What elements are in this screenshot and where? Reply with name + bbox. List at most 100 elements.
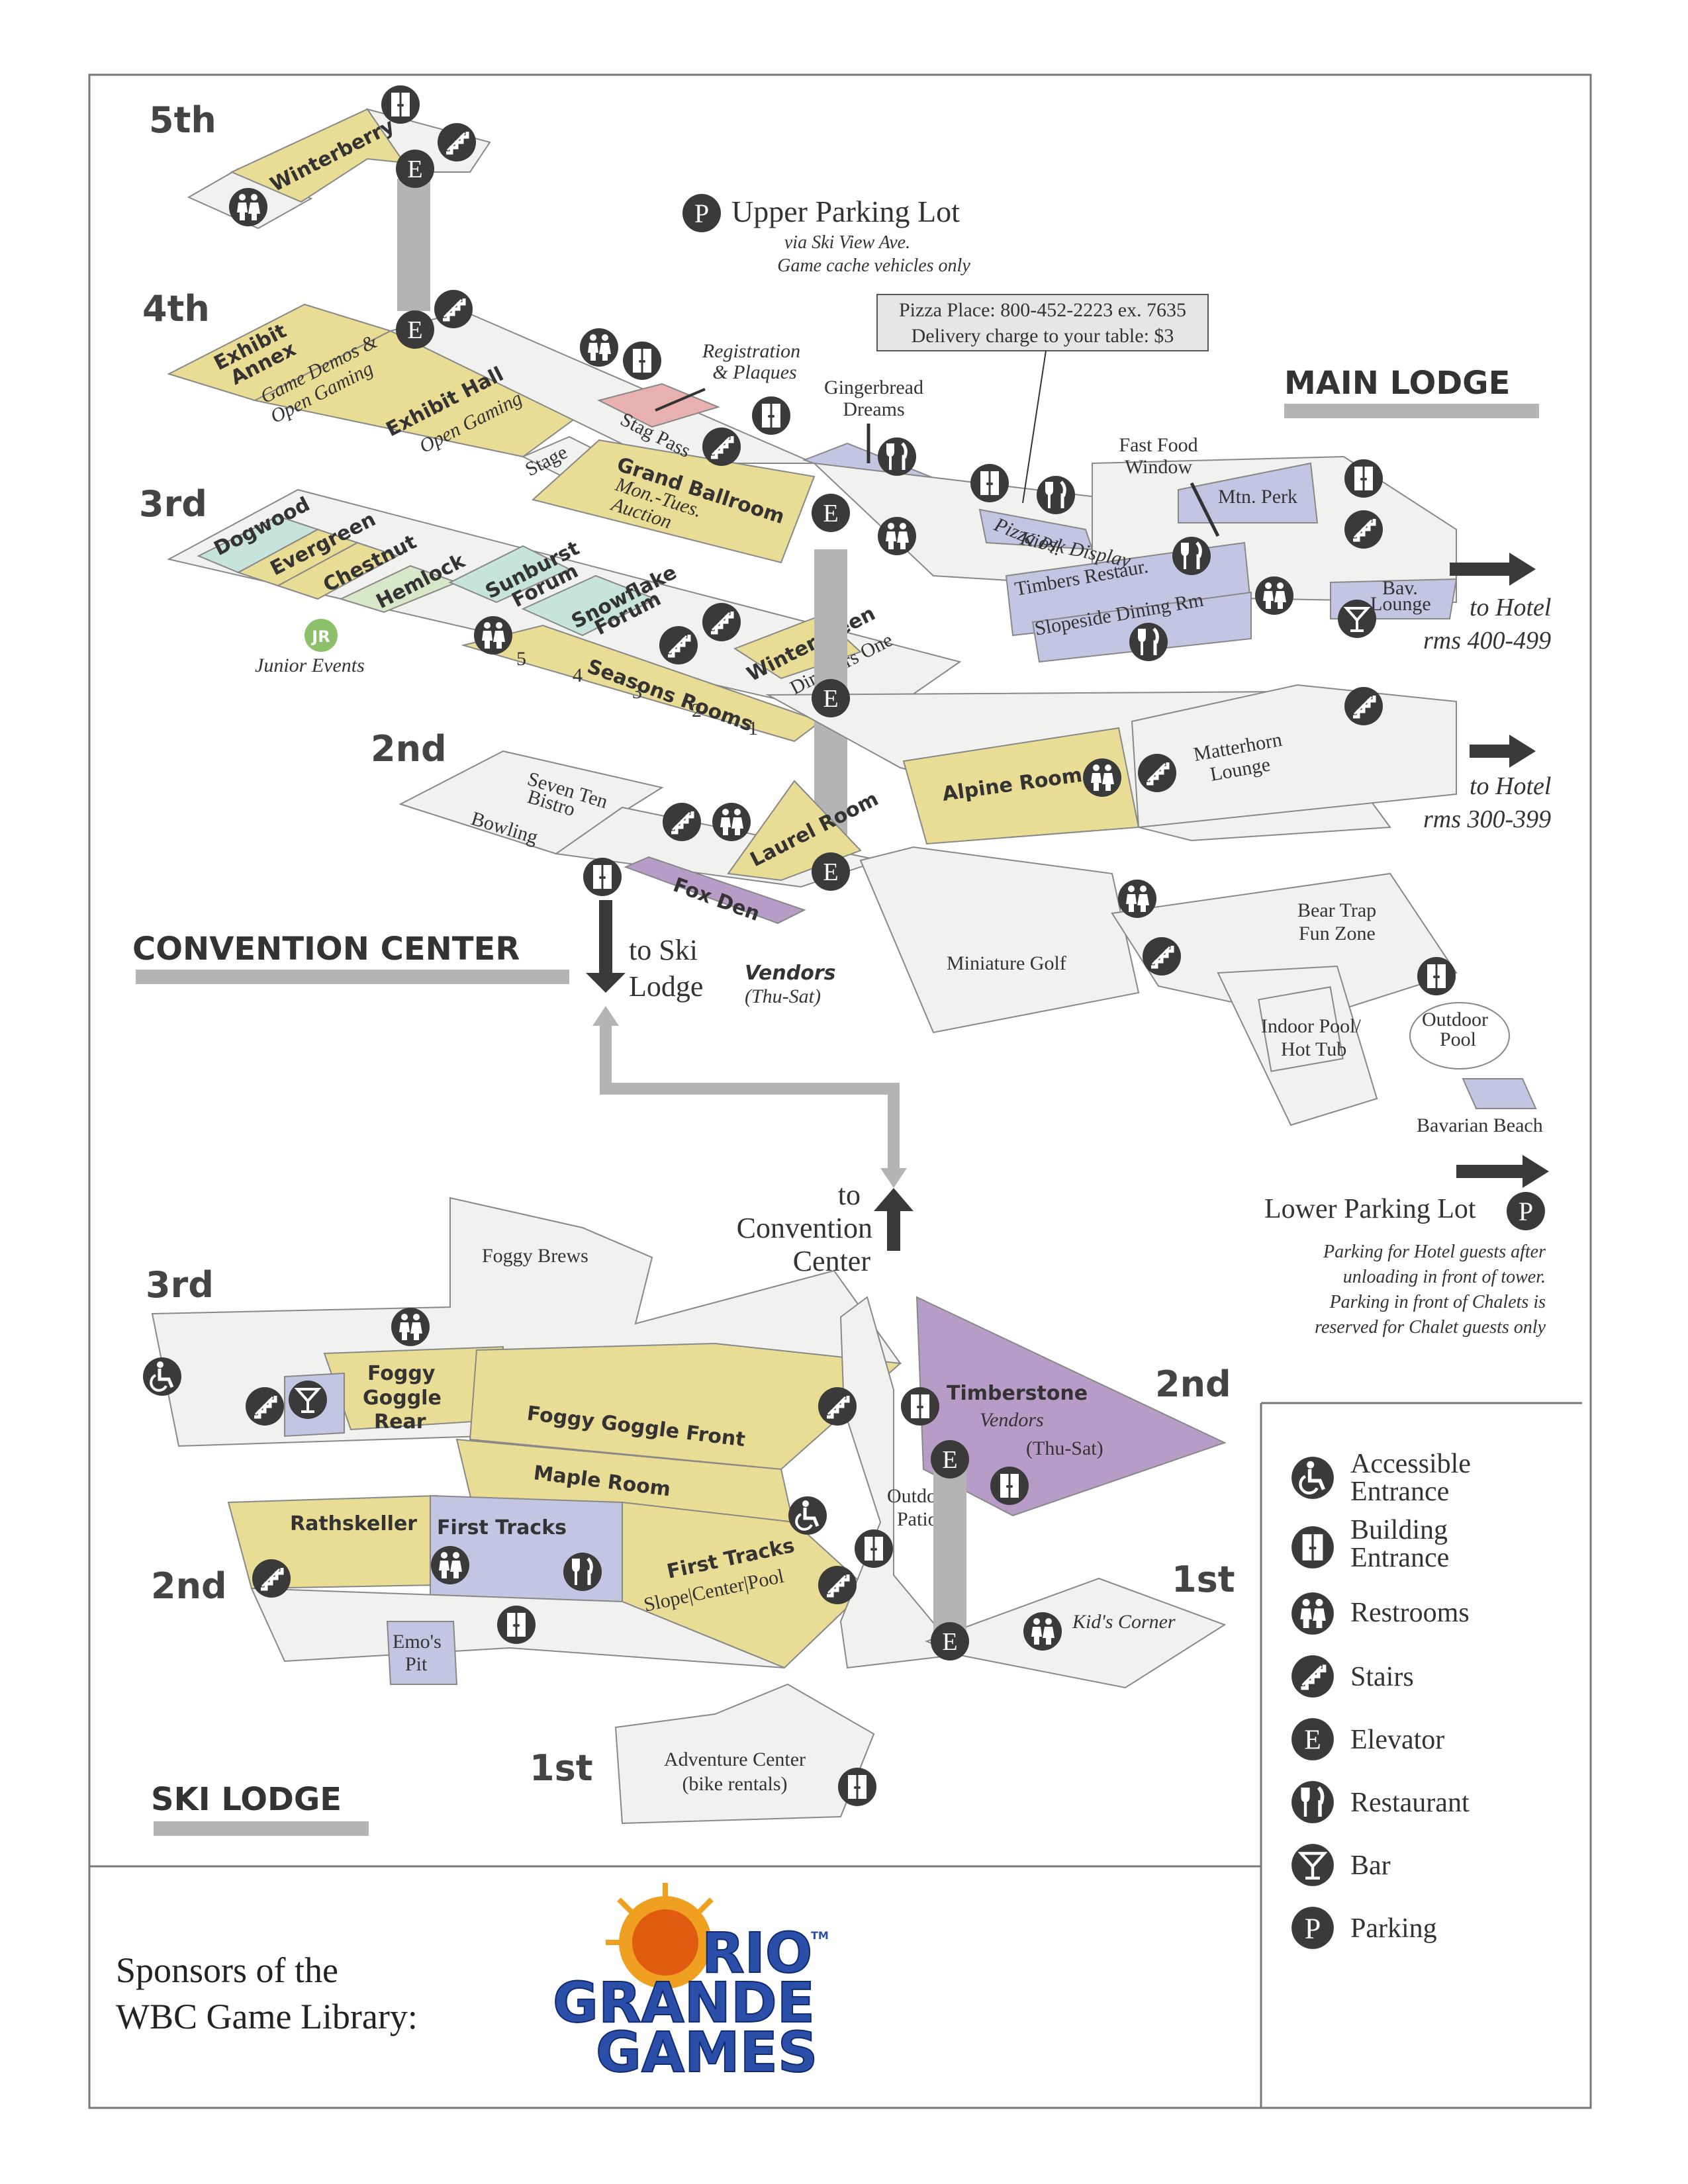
elevator-icon [396, 150, 434, 188]
restroom-icon [474, 616, 512, 655]
legend-elevator-icon [1291, 1718, 1334, 1760]
rio-grande-games-logo: RIO GRANDE GAMES TM [552, 1883, 829, 2085]
restroom-icon [1118, 880, 1156, 918]
elevator-icon [812, 852, 850, 891]
restaurant-icon [1129, 623, 1168, 661]
legend-label-2a: Building [1350, 1515, 1448, 1545]
stairs-icon [818, 1387, 857, 1426]
door-icon [583, 857, 622, 897]
upper-parking-title: Upper Parking Lot [731, 195, 960, 228]
sponsor-line1: Sponsors of the [116, 1950, 338, 1990]
lower-parking-note4: reserved for Chalet guests only [1315, 1317, 1546, 1338]
legend-building-entrance-icon [1291, 1525, 1335, 1569]
room-emos-pit-1: Emo's [393, 1631, 442, 1653]
section-convention-center: CONVENTION CENTER [132, 931, 520, 968]
legend-label-1b: Entrance [1350, 1477, 1449, 1507]
arrow-to-ski-lodge [586, 900, 626, 993]
stairs-icon [702, 428, 741, 466]
door-icon [990, 1466, 1029, 1506]
accessible-icon [143, 1357, 181, 1396]
legend-label-6: Restaurant [1350, 1788, 1470, 1818]
bar-icon [288, 1380, 328, 1420]
stairs-icon [659, 626, 698, 664]
label-registration-2: & Plaques [712, 361, 797, 383]
legend-label-8: Parking [1350, 1913, 1437, 1944]
label-timberstone-vendors: Vendors [980, 1409, 1044, 1431]
hotel-400-line2: rms 400-499 [1423, 627, 1551, 655]
door-icon [496, 1605, 536, 1645]
room-mtn-perk: Mtn. Perk [1218, 486, 1297, 508]
restroom-icon [431, 1546, 469, 1584]
room-indoor-pool-2: Hot Tub [1281, 1038, 1346, 1060]
upper-parking-icon [682, 194, 721, 232]
to-convention-line3: Center [793, 1245, 871, 1277]
legend-label-1a: Accessible [1350, 1449, 1471, 1479]
restroom-icon [580, 328, 618, 367]
logo-tm: TM [811, 1929, 829, 1942]
lower-parking-note2: unloading in front of tower. [1343, 1267, 1546, 1287]
label-registration-1: Registration [702, 340, 800, 362]
stairs-icon [1138, 754, 1176, 792]
restaurant-icon [1037, 476, 1075, 514]
room-indoor-pool-1: Indoor Pool/ [1261, 1015, 1362, 1037]
legend-label-3: Restrooms [1350, 1598, 1470, 1628]
legend-restaurant-icon [1291, 1781, 1334, 1823]
room-bear-trap-2: Fun Zone [1299, 923, 1376, 944]
room-bear-trap-1: Bear Trap [1297, 899, 1376, 921]
label-fast-food-2: Window [1125, 456, 1192, 478]
pizza-callout [876, 294, 1209, 351]
restroom-icon [1083, 758, 1121, 797]
seasons-room-3: 3 [632, 681, 642, 703]
door-icon [854, 1529, 894, 1569]
map-border [88, 73, 1592, 2109]
upper-parking-line2: Game cache vehicles only [777, 255, 970, 276]
lower-parking-note3: Parking in front of Chalets is [1329, 1292, 1546, 1312]
restroom-icon [712, 803, 751, 841]
floor-label-2nd-main: 2nd [371, 728, 447, 770]
room-emos-pit-2: Pit [405, 1653, 428, 1675]
room-outdoor-pool-1: Outdoor [1422, 1009, 1488, 1030]
restroom-icon [391, 1308, 430, 1346]
elevator-shaft-5-4 [397, 179, 430, 311]
legend-bar-icon [1291, 1844, 1334, 1886]
label-vendors-days: (Thu-Sat) [745, 985, 821, 1007]
accessible-icon [788, 1496, 827, 1535]
lower-parking-title: Lower Parking Lot [1264, 1194, 1476, 1224]
lower-parking-icon [1507, 1192, 1545, 1230]
room-outdoor-pool-2: Pool [1440, 1028, 1476, 1050]
room-bavarian-beach: Bavarian Beach [1417, 1115, 1543, 1136]
door-icon [751, 396, 791, 435]
elevator-icon [396, 310, 434, 349]
stairs-icon [663, 803, 701, 841]
arrow-to-convention [874, 1188, 914, 1251]
restroom-icon [878, 517, 916, 555]
door-icon [837, 1767, 877, 1807]
legend-restrooms-icon [1291, 1592, 1334, 1635]
floor-label-5th: 5th [149, 99, 216, 141]
floor-label-3rd-main: 3rd [139, 483, 207, 525]
room-foggy-goggle-rear-1: Foggy [367, 1362, 436, 1385]
arrow-lower-parking [1456, 1155, 1549, 1188]
stairs-icon [1344, 510, 1383, 549]
legend-parking-icon [1291, 1907, 1334, 1949]
arrow-hotel-300 [1470, 735, 1536, 768]
legend-label-2b: Entrance [1350, 1543, 1449, 1573]
floor-label-4th: 4th [142, 288, 210, 330]
bar-icon [1337, 599, 1377, 639]
restroom-icon [1023, 1612, 1062, 1651]
room-bav-lounge-1: Bav. [1382, 577, 1418, 599]
hotel-300-line2: rms 300-399 [1423, 805, 1551, 833]
to-ski-line2: Lodge [629, 970, 703, 1003]
floor-label-2nd-timberstone: 2nd [1155, 1363, 1231, 1405]
floor-label-3rd-ski: 3rd [146, 1264, 214, 1306]
elevator-icon [931, 1440, 969, 1479]
logo-text-2: GRANDE [553, 1970, 815, 2035]
restroom-icon [1255, 576, 1293, 615]
label-fast-food-1: Fast Food [1119, 434, 1197, 456]
room-kids-corner: Kid's Corner [1072, 1611, 1176, 1633]
stairs-icon [246, 1387, 284, 1426]
door-icon [970, 463, 1009, 503]
hotel-300-line1: to Hotel [1470, 772, 1551, 800]
second-floor-main: Seven Ten Bistro Bowling Alpine Room Mat… [399, 684, 1543, 1136]
